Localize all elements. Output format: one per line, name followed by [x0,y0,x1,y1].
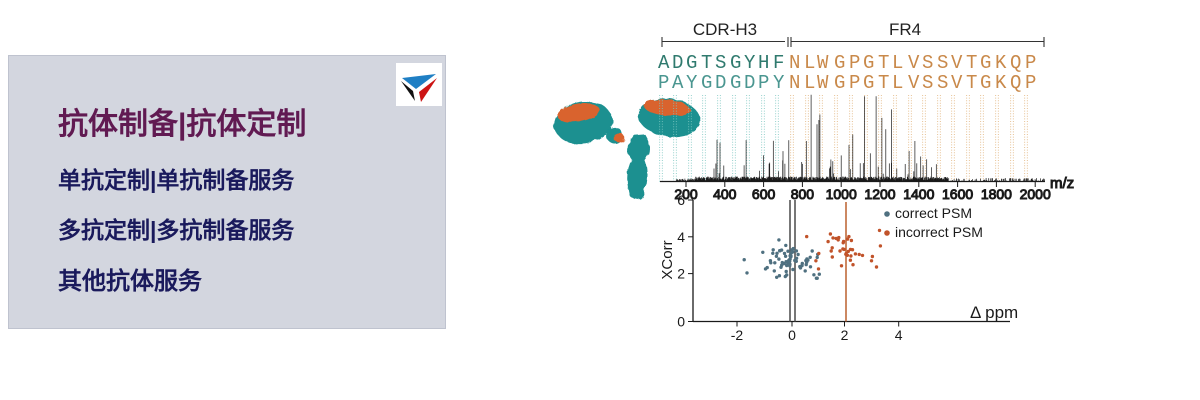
svg-text:4: 4 [895,327,903,343]
svg-text:S: S [922,72,934,94]
svg-text:Y: Y [686,72,698,94]
svg-text:W: W [817,52,829,74]
svg-text:G: G [980,72,992,94]
svg-text:2: 2 [841,327,849,343]
svg-text:H: H [758,52,770,74]
svg-text:G: G [980,52,992,74]
svg-text:P: P [849,72,861,94]
svg-text:G: G [863,72,875,94]
svg-text:Y: Y [744,52,756,74]
svg-text:P: P [849,52,861,74]
svg-text:W: W [817,72,829,94]
svg-text:K: K [995,72,1007,94]
svg-text:L: L [892,72,904,94]
svg-text:S: S [937,52,949,74]
svg-text:V: V [951,52,963,74]
svg-text:CDR-H3: CDR-H3 [693,20,757,39]
svg-text:T: T [878,72,890,94]
svg-text:0: 0 [788,327,796,343]
svg-text:800: 800 [791,186,815,202]
svg-text:V: V [908,72,920,94]
svg-text:K: K [995,52,1007,74]
svg-text:F: F [773,52,785,74]
svg-text:FR4: FR4 [889,20,921,39]
svg-text:Q: Q [1010,72,1022,94]
svg-text:Q: Q [1010,52,1022,74]
svg-text:6: 6 [677,192,685,208]
svg-text:-2: -2 [731,327,744,343]
svg-text:XCorr: XCorr [659,240,676,279]
svg-text:G: G [863,52,875,74]
svg-text:G: G [730,52,742,74]
svg-text:D: D [715,72,727,94]
svg-text:T: T [878,52,890,74]
svg-text:P: P [1025,72,1037,94]
svg-text:Y: Y [773,72,785,94]
svg-text:600: 600 [752,186,776,202]
svg-text:T: T [966,52,978,74]
svg-text:1600: 1600 [942,186,973,202]
svg-text:G: G [834,52,846,74]
svg-text:2000: 2000 [1020,186,1051,202]
svg-text:G: G [730,72,742,94]
svg-text:G: G [686,52,698,74]
svg-text:N: N [789,72,801,94]
svg-text:1800: 1800 [981,186,1012,202]
svg-text:P: P [658,72,670,94]
svg-text:400: 400 [713,186,737,202]
svg-text:S: S [715,52,727,74]
svg-text:correct PSM: correct PSM [895,205,972,221]
svg-text:S: S [937,72,949,94]
svg-text:m/z: m/z [1050,175,1074,192]
svg-text:G: G [834,72,846,94]
svg-text:4: 4 [677,229,685,245]
svg-text:D: D [672,52,684,74]
svg-text:0: 0 [677,314,685,330]
svg-text:1400: 1400 [903,186,934,202]
svg-text:S: S [922,52,934,74]
svg-text:L: L [804,72,816,94]
svg-text:T: T [966,72,978,94]
svg-text:2: 2 [677,266,685,282]
svg-text:G: G [701,72,713,94]
svg-text:T: T [701,52,713,74]
svg-text:V: V [908,52,920,74]
svg-text:A: A [658,52,670,74]
svg-text:1000: 1000 [826,186,857,202]
svg-text:Δ ppm: Δ ppm [970,303,1018,322]
svg-text:P: P [758,72,770,94]
svg-text:L: L [892,52,904,74]
svg-text:incorrect PSM: incorrect PSM [895,224,983,240]
svg-text:V: V [951,72,963,94]
svg-text:L: L [804,52,816,74]
svg-text:A: A [672,72,684,94]
svg-text:D: D [744,72,756,94]
svg-text:N: N [789,52,801,74]
svg-text:1200: 1200 [864,186,895,202]
svg-text:P: P [1025,52,1037,74]
